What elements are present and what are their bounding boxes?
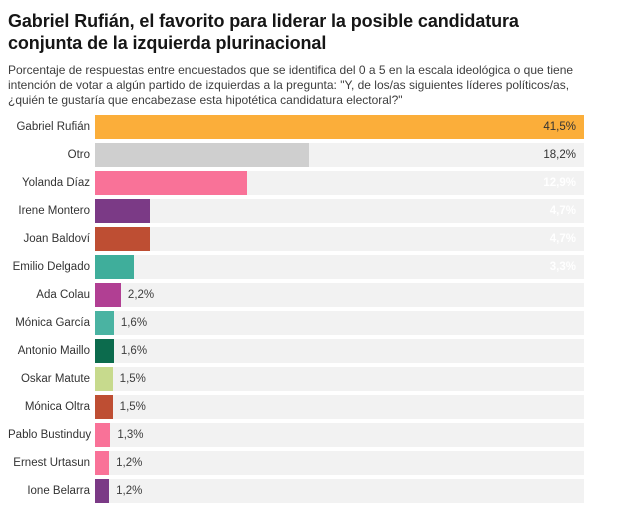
category-label: Ada Colau — [36, 289, 90, 301]
value-label: 41,5% — [543, 121, 576, 133]
value-label: 12,9% — [543, 177, 576, 189]
value-label: 1,5% — [119, 401, 146, 413]
chart-subtitle: Porcentaje de respuestas entre encuestad… — [8, 63, 574, 107]
chart-row: Ernest Urtasun 1,2% — [8, 451, 618, 475]
category-label: Otro — [67, 149, 90, 161]
value-label: 2,2% — [127, 289, 155, 301]
category-label: Ernest Urtasun — [13, 457, 90, 469]
value-label: 4,7% — [549, 233, 576, 245]
bar-track: 41,5% — [95, 115, 584, 139]
bar — [95, 367, 113, 391]
chart-row: Antonio Maillo 1,6% — [8, 339, 618, 363]
bar-chart: Gabriel Rufián 41,5% Otro 18,2% Yolanda Díaz… — [8, 115, 618, 503]
category-label: Joan Baldoví — [23, 233, 91, 245]
category-label: Antonio Maillo — [17, 345, 90, 357]
chart-row: Ione Belarra 1,2% — [8, 479, 618, 503]
chart-row: Ada Colau 2,2% — [8, 283, 618, 307]
value-label: 1,5% — [119, 373, 146, 385]
bar — [95, 423, 111, 447]
chart-row: Otro 18,2% — [8, 143, 618, 167]
value-label: 18,2% — [543, 149, 576, 161]
category-label: Ione Belarra — [27, 485, 90, 497]
bar — [95, 199, 151, 223]
bar-track: 18,2% — [95, 143, 584, 167]
bar — [95, 283, 121, 307]
bar — [95, 171, 247, 195]
bar — [95, 451, 110, 475]
chart-title: Gabriel Rufián, el favorito para liderar… — [8, 11, 519, 53]
chart-row: Oskar Matute 1,5% — [8, 367, 618, 391]
bar-track: 1,6% — [95, 339, 584, 363]
bar — [95, 311, 114, 335]
bar-track: 1,3% — [95, 423, 584, 447]
value-label: 3,3% — [549, 261, 576, 273]
value-label: 1,6% — [120, 345, 148, 357]
bar — [95, 255, 134, 279]
bar — [95, 227, 151, 251]
category-label: Gabriel Rufián — [16, 121, 90, 133]
bar — [95, 143, 310, 167]
chart-row: Pablo Bustinduy 1,3% — [8, 423, 618, 447]
bar-track: 1,2% — [95, 451, 584, 475]
bar-track: 4,7% — [95, 199, 584, 223]
chart-row: Joan Baldoví 4,7% — [8, 227, 618, 251]
bar-track: 12,9% — [95, 171, 584, 195]
category-label: Oskar Matute — [20, 373, 90, 385]
chart-row: Irene Montero 4,7% — [8, 199, 618, 223]
chart-row: Emilio Delgado 3,3% — [8, 255, 618, 279]
category-label: Irene Montero — [18, 205, 90, 217]
chart-row: Gabriel Rufián 41,5% — [8, 115, 618, 139]
bar — [95, 395, 113, 419]
value-label: 1,3% — [117, 429, 144, 441]
bar-track: 1,5% — [95, 367, 584, 391]
category-label: Mónica Oltra — [24, 401, 90, 413]
value-label: 4,7% — [549, 205, 576, 217]
bar-track: 1,5% — [95, 395, 584, 419]
bar — [95, 479, 110, 503]
value-label: 1,2% — [116, 457, 143, 469]
chart-row: Mónica Oltra 1,5% — [8, 395, 618, 419]
category-label: Pablo Bustinduy — [8, 429, 92, 441]
value-label: 1,2% — [116, 485, 143, 497]
chart-row: Yolanda Díaz 12,9% — [8, 171, 618, 195]
chart-row: Mónica García 1,6% — [8, 311, 618, 335]
value-label: 1,6% — [120, 317, 148, 329]
bar-track: 3,3% — [95, 255, 584, 279]
category-label: Emilio Delgado — [12, 261, 90, 273]
bar-track: 1,2% — [95, 479, 584, 503]
bar — [95, 115, 584, 139]
bar — [95, 339, 114, 363]
category-label: Yolanda Díaz — [22, 177, 90, 189]
category-label: Mónica García — [15, 317, 90, 329]
bar-track: 4,7% — [95, 227, 584, 251]
bar-track: 2,2% — [95, 283, 584, 307]
bar-track: 1,6% — [95, 311, 584, 335]
